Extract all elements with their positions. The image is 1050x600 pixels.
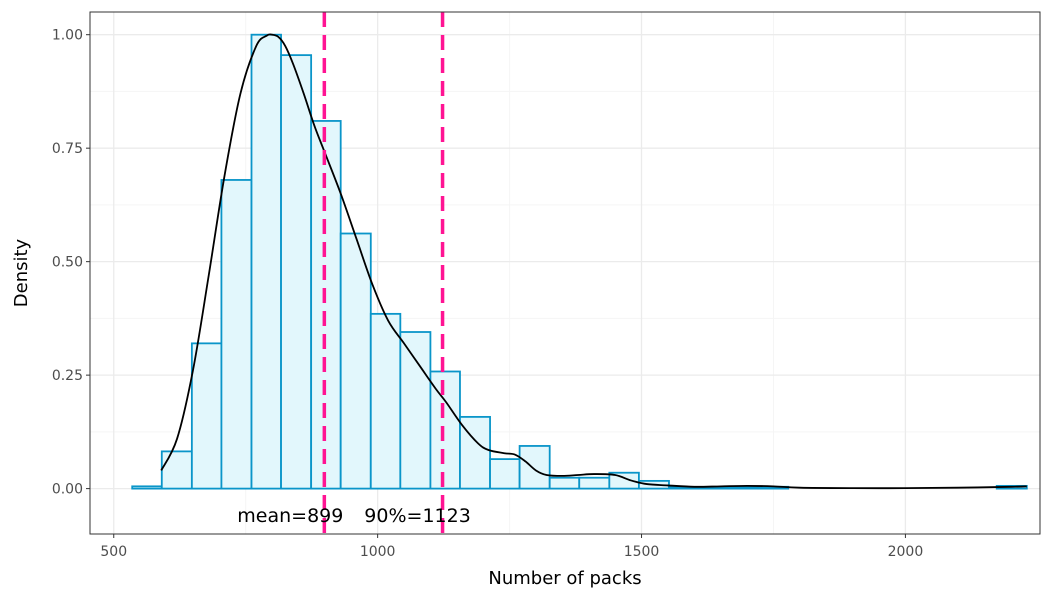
histogram-bar <box>727 486 760 490</box>
histogram-bar <box>280 54 313 490</box>
y-tick-label: 0.50 <box>52 255 83 271</box>
y-tick-label: 0.25 <box>52 368 83 384</box>
histogram-bar <box>548 476 581 490</box>
y-axis-title: Density <box>11 238 32 307</box>
panel-border <box>89 11 1041 535</box>
x-tick-label: 500 <box>100 544 127 560</box>
percentile-90-label: 90%=1123 <box>364 505 471 527</box>
histogram-bar <box>489 458 521 490</box>
histogram-bar <box>131 485 163 490</box>
y-tick-label: 1.00 <box>52 28 83 44</box>
histogram-bar <box>339 232 372 490</box>
x-tick-label: 1000 <box>360 544 396 560</box>
histogram-bar <box>160 450 193 490</box>
histogram-bars <box>131 33 1028 490</box>
density-curve <box>160 33 1027 490</box>
reference-lines <box>322 12 445 534</box>
x-axis-title: Number of packs <box>488 568 641 589</box>
histogram-bar <box>220 179 253 490</box>
y-tick-label: 0.75 <box>52 141 83 157</box>
histogram-bar <box>518 445 551 490</box>
x-axis: 500 1000 1500 2000 <box>100 534 923 560</box>
histogram-bar <box>399 331 432 490</box>
reference-line-labels: mean=899 90%=1123 <box>237 505 471 527</box>
histogram-bar <box>578 476 611 490</box>
histogram-bar <box>250 33 282 490</box>
histogram-bar <box>369 312 402 490</box>
x-tick-label: 1500 <box>624 544 660 560</box>
histogram-bar <box>190 342 223 490</box>
y-axis: 0.00 0.25 0.50 0.75 1.00 <box>52 28 90 498</box>
x-tick-label: 2000 <box>888 544 924 560</box>
mean-label: mean=899 <box>237 505 343 527</box>
y-tick-label: 0.00 <box>52 482 83 498</box>
